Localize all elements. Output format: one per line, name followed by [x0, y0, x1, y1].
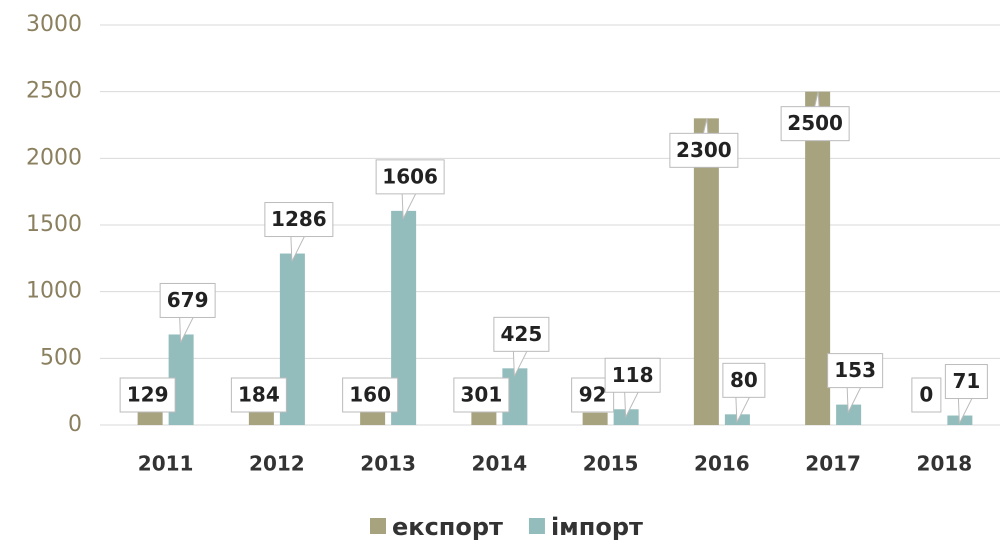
label-box: [780, 106, 850, 142]
x-tick-label: 2017: [805, 452, 861, 476]
data-label: 1286: [271, 207, 327, 231]
y-tick-label: 2000: [26, 145, 82, 170]
data-label: 118: [612, 363, 654, 387]
label-callout: [624, 391, 640, 418]
data-label: 679: [167, 288, 209, 312]
data-label: 425: [501, 322, 543, 346]
label-box: [342, 377, 399, 413]
data-label: 153: [834, 358, 876, 382]
label-callout: [846, 386, 862, 413]
label-box: [375, 159, 445, 195]
y-tick-label: 3000: [26, 12, 82, 37]
y-tick-label: 0: [68, 412, 82, 437]
legend-label: імпорт: [551, 513, 643, 541]
data-label: 129: [127, 383, 169, 407]
x-tick-label: 2018: [917, 452, 973, 476]
y-tick-label: 500: [40, 345, 82, 370]
label-box: [159, 282, 216, 318]
bar: [582, 412, 608, 425]
label-box: [911, 377, 942, 413]
label-callout: [401, 192, 417, 220]
x-tick-label: 2011: [138, 452, 194, 476]
bar: [805, 91, 831, 426]
data-label: 301: [461, 383, 503, 407]
x-tick-label: 2012: [249, 452, 305, 476]
data-label: 1606: [382, 164, 438, 188]
data-label: 0: [919, 383, 933, 407]
label-callout: [957, 397, 973, 424]
bar: [693, 118, 719, 425]
legend-label: експорт: [392, 513, 503, 541]
data-label: 184: [238, 383, 280, 407]
label-box: [944, 364, 988, 400]
y-tick-label: 1000: [26, 279, 82, 304]
data-label: 160: [349, 383, 391, 407]
label-box: [722, 362, 766, 398]
data-label: 71: [952, 369, 980, 393]
x-tick-label: 2016: [694, 452, 750, 476]
legend-swatch: [528, 518, 545, 534]
data-label: 2500: [787, 111, 843, 135]
x-tick-label: 2014: [472, 452, 528, 476]
label-callout: [512, 350, 528, 377]
x-tick-label: 2015: [583, 452, 639, 476]
x-tick-label: 2013: [360, 452, 416, 476]
label-box: [604, 357, 661, 393]
label-box: [119, 377, 176, 413]
label-box: [230, 377, 287, 413]
label-box: [493, 316, 550, 352]
label-callout: [290, 235, 306, 262]
data-label: 80: [730, 368, 758, 392]
data-label: 2300: [676, 138, 732, 162]
legend-swatch: [370, 518, 386, 534]
label-box: [453, 377, 510, 413]
label-box: [264, 202, 334, 238]
data-label: 92: [579, 383, 607, 407]
label-box: [827, 353, 884, 389]
y-tick-label: 1500: [26, 212, 82, 237]
label-callout: [179, 316, 195, 343]
label-box: [669, 132, 739, 168]
bar: [836, 404, 862, 425]
label-callout: [735, 396, 751, 423]
y-tick-label: 2500: [26, 79, 82, 104]
